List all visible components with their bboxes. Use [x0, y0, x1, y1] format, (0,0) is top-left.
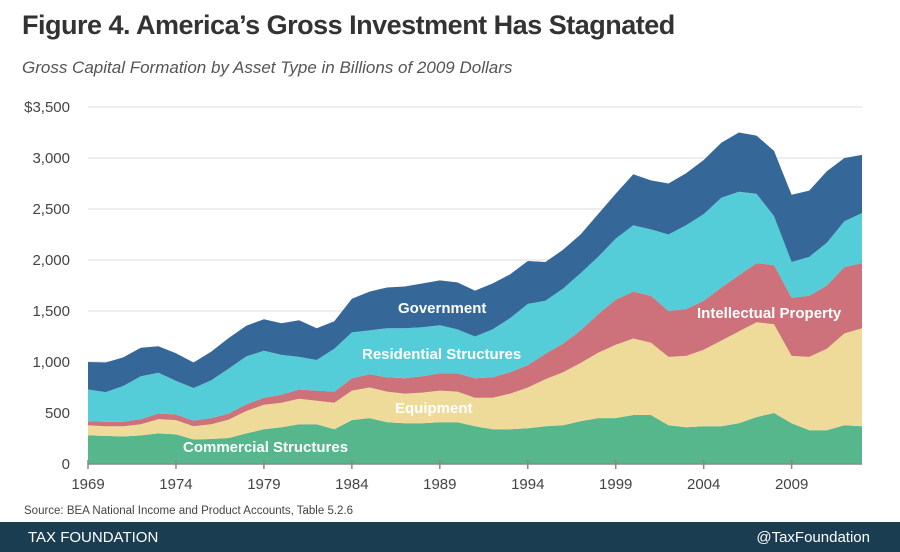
x-tick-label: 1994	[511, 476, 544, 493]
y-tick-label: $3,500	[24, 99, 70, 116]
chart-title: Figure 4. America’s Gross Investment Has…	[22, 10, 675, 40]
x-tick-label: 1999	[599, 476, 632, 493]
x-tick-label: 2004	[687, 476, 720, 493]
twitter-handle[interactable]: @TaxFoundation	[756, 529, 870, 546]
axes: 0 500 1,000 1,500 2,000 2,500 3,000 $3,500 1969 1…	[24, 99, 862, 493]
x-tick-label: 1989	[423, 476, 456, 493]
y-tick-label: 1,000	[32, 354, 70, 371]
footer-bar: TAX FOUNDATION @TaxFoundation	[0, 522, 900, 552]
brand-name: TAX FOUNDATION	[28, 529, 159, 546]
label-commercial-structures: Commercial Structures	[183, 439, 348, 456]
label-government: Government	[398, 300, 486, 317]
area-residential-structures	[88, 191, 862, 422]
label-intellectual-property: Intellectual Property	[697, 305, 842, 322]
label-residential-structures: Residential Structures	[362, 346, 521, 363]
y-tick-label: 3,000	[32, 150, 70, 167]
area-government	[88, 132, 862, 393]
x-tick-label: 1974	[159, 476, 192, 493]
x-tick-label: 1979	[247, 476, 280, 493]
series-labels: Government Residential Structures Intell…	[183, 300, 842, 456]
label-equipment: Equipment	[395, 400, 473, 417]
y-tick-label: 2,500	[32, 201, 70, 218]
x-tick-label: 2009	[775, 476, 808, 493]
area-series	[88, 132, 862, 464]
x-tick-label: 1969	[71, 476, 104, 493]
stacked-area-chart: 0 500 1,000 1,500 2,000 2,500 3,000 $3,500 1969 1…	[24, 99, 862, 493]
y-tick-label: 0	[62, 456, 70, 473]
area-equipment	[88, 322, 862, 440]
y-tick-label: 2,000	[32, 252, 70, 269]
y-tick-label: 1,500	[32, 303, 70, 320]
y-tick-label: 500	[45, 405, 70, 422]
source-note: Source: BEA National Income and Product …	[24, 505, 354, 517]
x-tick-label: 1984	[335, 476, 368, 493]
chart-subtitle: Gross Capital Formation by Asset Type in…	[22, 58, 513, 77]
area-commercial-structures	[88, 413, 862, 464]
area-intellectual-property	[88, 263, 862, 427]
